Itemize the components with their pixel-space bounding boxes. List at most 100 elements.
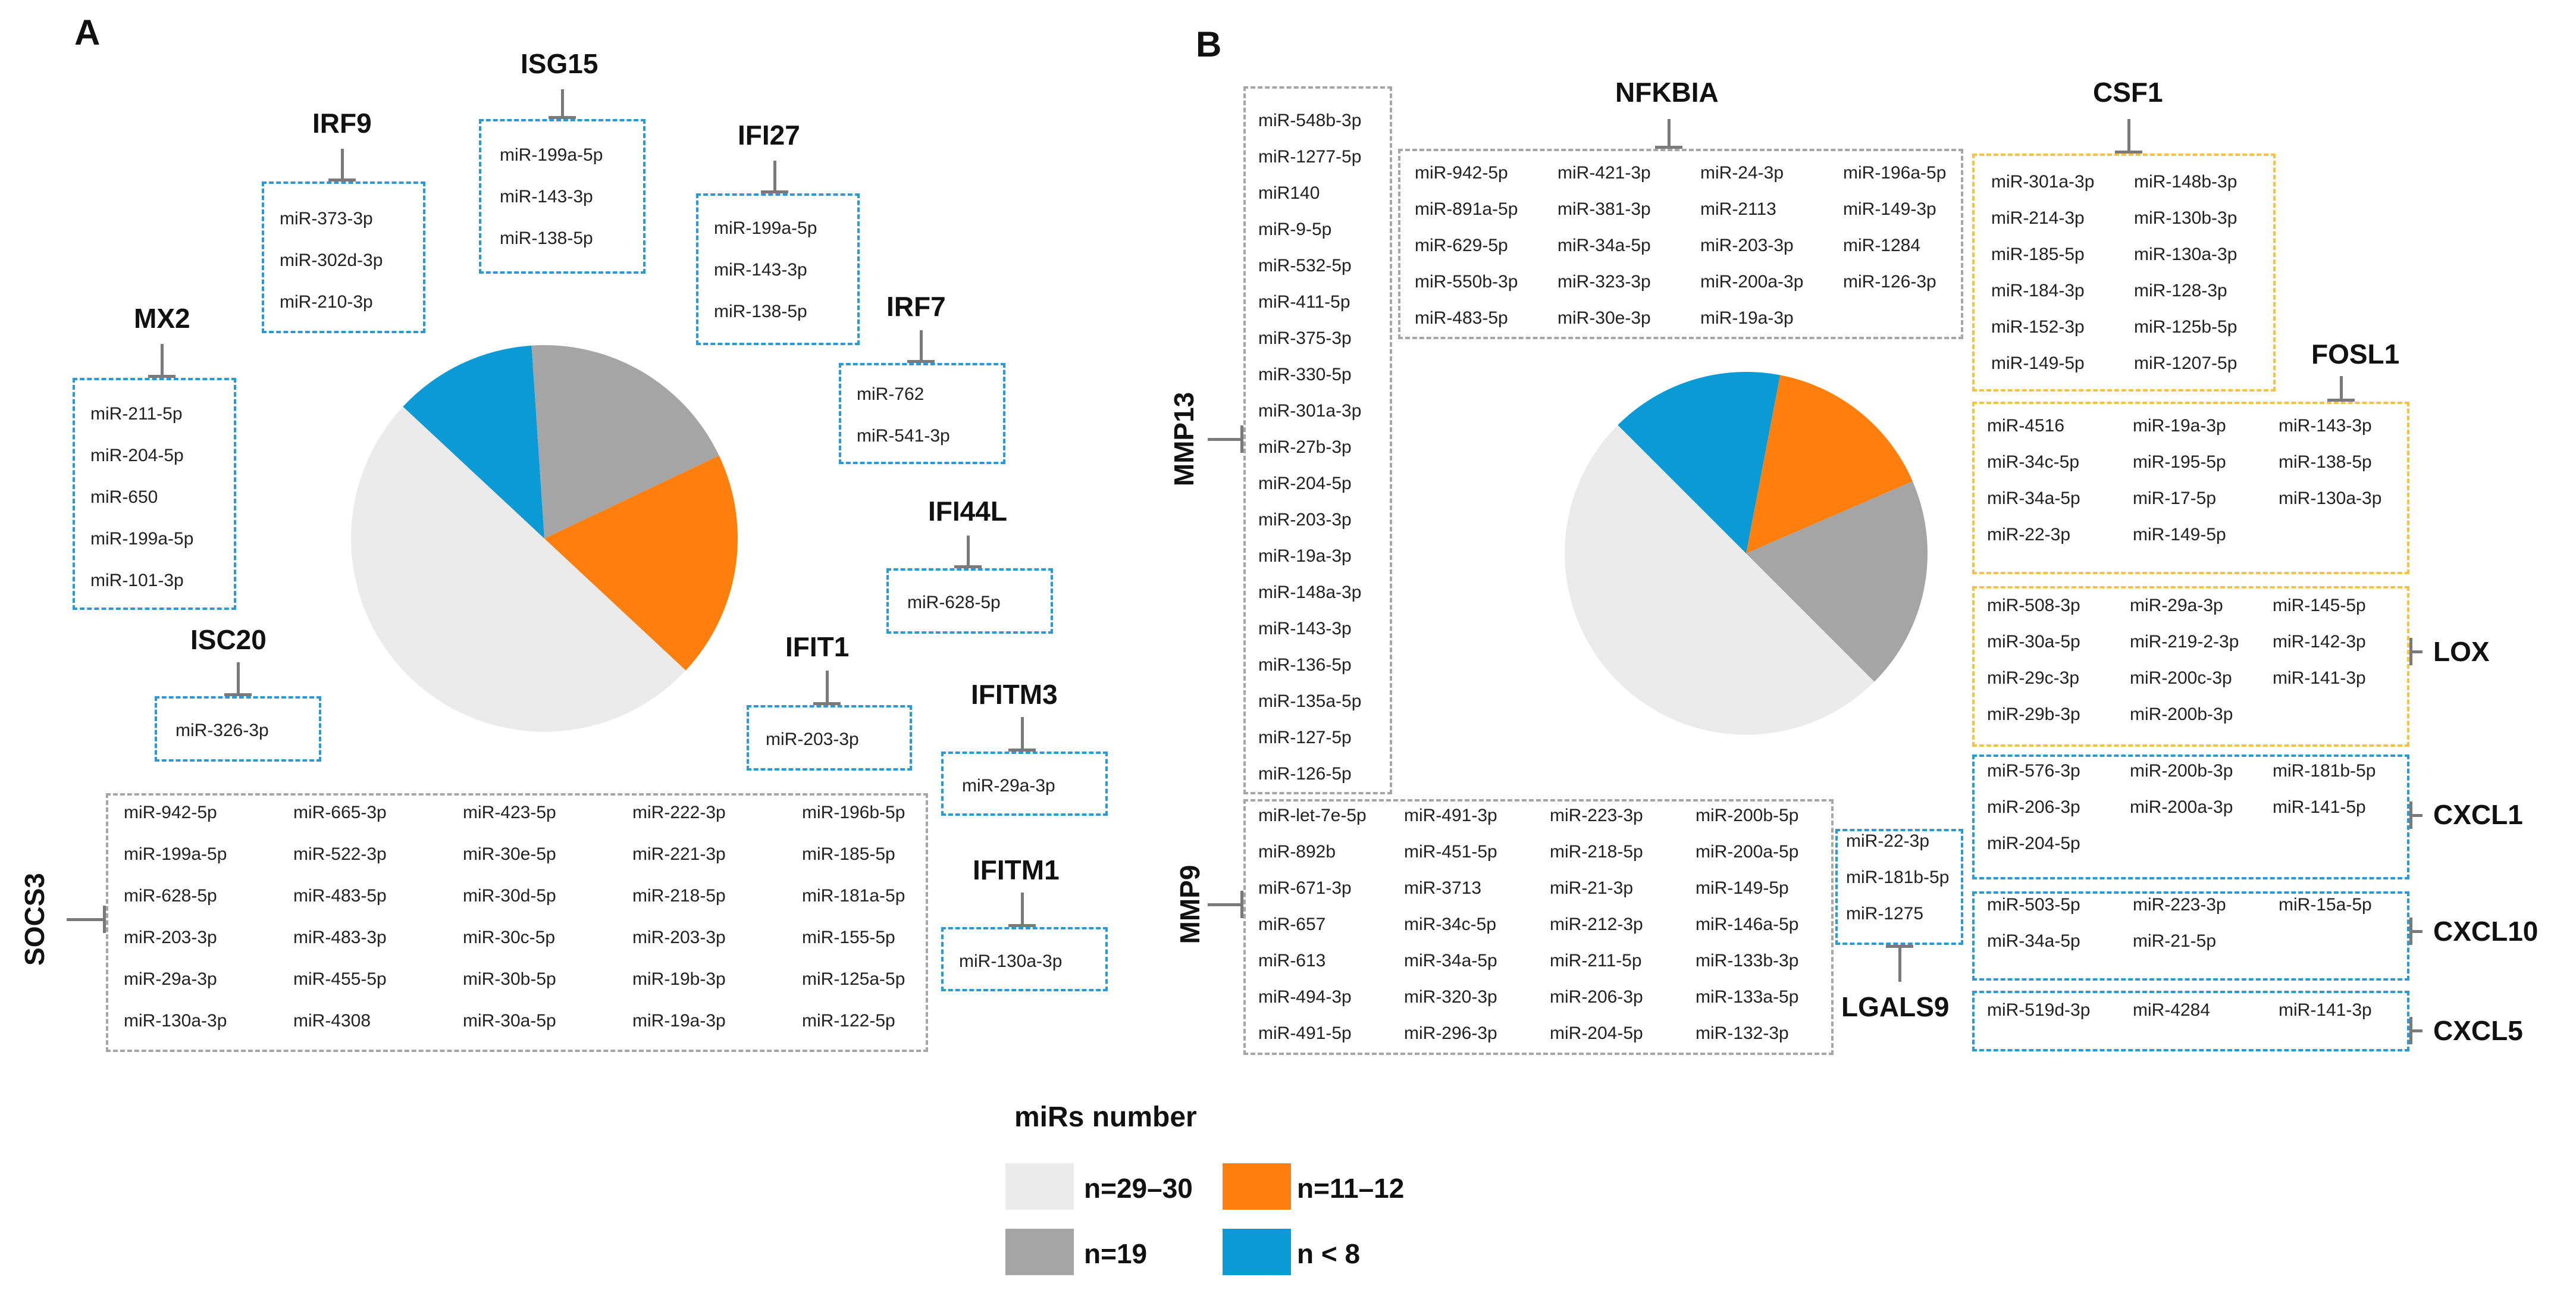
panel-a-ifi44l-gene-label: IFI44L bbox=[928, 496, 1007, 527]
panel-b-nfkbia-gene-label: NFKBIA bbox=[1615, 77, 1719, 108]
panel-b-cxcl10-mirna-box bbox=[1972, 891, 2409, 981]
panel-b-lox-inhibition-stem bbox=[2409, 650, 2423, 653]
panel-a-ifitm1-inhibition-stem bbox=[1020, 893, 1024, 927]
legend-swatch-n-19 bbox=[1005, 1229, 1074, 1275]
panel-a-mx2-mirna: miR-650 bbox=[90, 487, 158, 507]
panel-a-mx2-mirna-box bbox=[73, 378, 236, 610]
panel-b-mmp9-mirna: miR-133a-5p bbox=[1696, 987, 1799, 1007]
panel-b-cxcl5-inhibition-stem bbox=[2409, 1029, 2423, 1032]
panel-b-lgals9-gene-label: LGALS9 bbox=[1841, 991, 1950, 1022]
panel-b-mmp9-mirna: miR-206-3p bbox=[1550, 987, 1643, 1007]
panel-b-mmp13-mirna: miR-548b-3p bbox=[1258, 111, 1362, 130]
panel-a-isc20-mirna: miR-326-3p bbox=[176, 721, 269, 740]
panel-a-socs3-inhibition-bar bbox=[103, 906, 106, 933]
panel-b-cxcl1-mirna-box bbox=[1972, 754, 2409, 879]
panel-b-mmp13-mirna: miR-9-5p bbox=[1258, 220, 1332, 239]
panel-b-cxcl1-inhibition-bar bbox=[2409, 802, 2412, 829]
panel-b-cxcl1-mirna: miR-204-5p bbox=[1987, 834, 2080, 853]
panel-a-socs3-mirna: miR-222-3p bbox=[632, 803, 726, 822]
panel-b-mmp9-mirna: miR-34c-5p bbox=[1404, 915, 1497, 934]
panel-b-mmp9-mirna: miR-let-7e-5p bbox=[1258, 806, 1367, 825]
panel-b-lox-mirna: miR-508-3p bbox=[1987, 596, 2080, 615]
panel-b-mmp9-inhibition-stem bbox=[1208, 903, 1243, 906]
panel-b-mmp9-gene-label: MMP9 bbox=[1174, 865, 1205, 944]
panel-a-ifitm3-inhibition-bar bbox=[1008, 749, 1036, 752]
panel-b-cxcl5-mirna: miR-4284 bbox=[2133, 1000, 2211, 1020]
legend-swatch-n-11-12 bbox=[1223, 1163, 1291, 1210]
panel-b-fosl1-mirna: miR-34c-5p bbox=[1987, 452, 2080, 472]
panel-a-irf7-inhibition-stem bbox=[919, 330, 923, 363]
panel-b-lox-mirna: miR-219-2-3p bbox=[2130, 632, 2239, 652]
panel-b-csf1-mirna-box bbox=[1972, 154, 2276, 392]
panel-b-nfkbia-mirna: miR-196a-5p bbox=[1843, 163, 1947, 183]
panel-b-lox-mirna: miR-142-3p bbox=[2273, 632, 2366, 652]
panel-b-fosl1-mirna: miR-149-5p bbox=[2133, 525, 2226, 544]
panel-a-ifi27-mirna: miR-199a-5p bbox=[714, 218, 817, 238]
panel-b-mmp9-mirna: miR-320-3p bbox=[1404, 987, 1497, 1007]
panel-b-csf1-mirna: miR-1207-5p bbox=[2134, 353, 2237, 373]
panel-a-socs3-mirna: miR-185-5p bbox=[802, 844, 895, 864]
panel-b-lox-mirna: miR-145-5p bbox=[2273, 596, 2366, 615]
panel-b-mmp13-mirna: miR-27b-3p bbox=[1258, 437, 1352, 457]
panel-b-mmp9-mirna: miR-204-5p bbox=[1550, 1023, 1643, 1043]
panel-b-nfkbia-mirna: miR-34a-5p bbox=[1557, 236, 1651, 255]
panel-b-lox-mirna: miR-30a-5p bbox=[1987, 632, 2080, 652]
panel-b-cxcl1-inhibition-stem bbox=[2409, 813, 2423, 817]
panel-b-lox-mirna: miR-29c-3p bbox=[1987, 668, 2080, 688]
panel-b-fosl1-mirna: miR-22-3p bbox=[1987, 525, 2071, 544]
pie-slice-n-8 bbox=[403, 345, 544, 539]
panel-b-mmp9-mirna: miR-218-5p bbox=[1550, 842, 1643, 862]
panel-b-cxcl1-mirna: miR-141-5p bbox=[2273, 797, 2366, 817]
panel-b-mmp13-mirna: miR-411-5p bbox=[1258, 292, 1350, 312]
panel-b-mmp13-mirna: miR-136-5p bbox=[1258, 655, 1352, 675]
panel-a-irf7-inhibition-bar bbox=[907, 360, 935, 363]
panel-a-mx2-inhibition-bar bbox=[148, 375, 176, 378]
panel-a-socs3-mirna: miR-30d-5p bbox=[463, 886, 556, 906]
panel-b-fosl1-inhibition-stem bbox=[2339, 376, 2343, 402]
panel-b-nfkbia-inhibition-stem bbox=[1667, 119, 1671, 149]
panel-b-lgals9-mirna-box bbox=[1835, 829, 1963, 945]
panel-b-fosl1-mirna: miR-19a-3p bbox=[2133, 416, 2226, 436]
panel-a-socs3-mirna: miR-483-5p bbox=[293, 886, 387, 906]
panel-a-socs3-mirna-box bbox=[106, 793, 928, 1052]
panel-b-fosl1-gene-label: FOSL1 bbox=[2311, 339, 2400, 370]
panel-a-isc20-mirna-box bbox=[155, 696, 321, 762]
panel-a-irf7-mirna: miR-762 bbox=[857, 384, 925, 404]
legend-label-n-11-12: n=11–12 bbox=[1297, 1173, 1405, 1204]
legend-label-n-29-30: n=29–30 bbox=[1084, 1173, 1193, 1204]
panel-a-ifi27-gene-label: IFI27 bbox=[738, 120, 800, 151]
panel-b-lgals9-mirna: miR-22-3p bbox=[1846, 831, 1930, 851]
legend-swatch-n-8 bbox=[1223, 1229, 1291, 1275]
panel-a-irf9-mirna-box bbox=[262, 181, 425, 333]
legend-swatch-n-29-30 bbox=[1005, 1163, 1074, 1210]
panel-b-nfkbia-mirna: miR-483-5p bbox=[1415, 308, 1508, 328]
panel-a-socs3-mirna: miR-455-5p bbox=[293, 969, 387, 989]
panel-label-b: B bbox=[1196, 24, 1222, 64]
panel-a-socs3-mirna: miR-181a-5p bbox=[802, 886, 905, 906]
panel-b-cxcl10-mirna: miR-15a-5p bbox=[2279, 895, 2372, 915]
panel-b-mmp9-mirna-box bbox=[1243, 799, 1834, 1055]
panel-a-irf9-mirna: miR-302d-3p bbox=[280, 251, 383, 270]
panel-a-ifit1-mirna-box bbox=[747, 705, 912, 771]
panel-b-nfkbia-mirna: miR-126-3p bbox=[1843, 272, 1936, 292]
panel-b-csf1-mirna: miR-130a-3p bbox=[2134, 245, 2237, 264]
panel-b-nfkbia-mirna: miR-942-5p bbox=[1415, 163, 1508, 183]
panel-b-mmp13-mirna: miR-127-5p bbox=[1258, 728, 1352, 747]
panel-a-ifi44l-inhibition-stem bbox=[966, 536, 970, 568]
panel-a-mx2-mirna: miR-211-5p bbox=[90, 404, 183, 424]
panel-a-socs3-mirna: miR-130a-3p bbox=[124, 1011, 227, 1031]
pie-slice-n-8 bbox=[1618, 372, 1781, 553]
panel-a-isg15-mirna: miR-138-5p bbox=[500, 228, 593, 248]
pie-slice-n-11-12 bbox=[1746, 375, 1913, 553]
pie-slice-n-19 bbox=[1746, 481, 1928, 682]
panel-a-irf9-inhibition-stem bbox=[340, 149, 344, 181]
panel-b-mmp13-mirna: miR-126-5p bbox=[1258, 764, 1352, 784]
panel-a-mx2-gene-label: MX2 bbox=[134, 303, 190, 334]
panel-a-irf9-inhibition-bar bbox=[328, 179, 356, 181]
panel-a-ifitm3-mirna-box bbox=[941, 752, 1108, 816]
panel-a-ifi27-inhibition-stem bbox=[773, 161, 776, 193]
panel-b-nfkbia-mirna: miR-1284 bbox=[1843, 236, 1921, 255]
panel-a-ifitm3-gene-label: IFITM3 bbox=[971, 679, 1058, 710]
panel-a-socs3-mirna: miR-30a-5p bbox=[463, 1011, 556, 1031]
pie-slice-n-29-30 bbox=[1565, 425, 1875, 735]
